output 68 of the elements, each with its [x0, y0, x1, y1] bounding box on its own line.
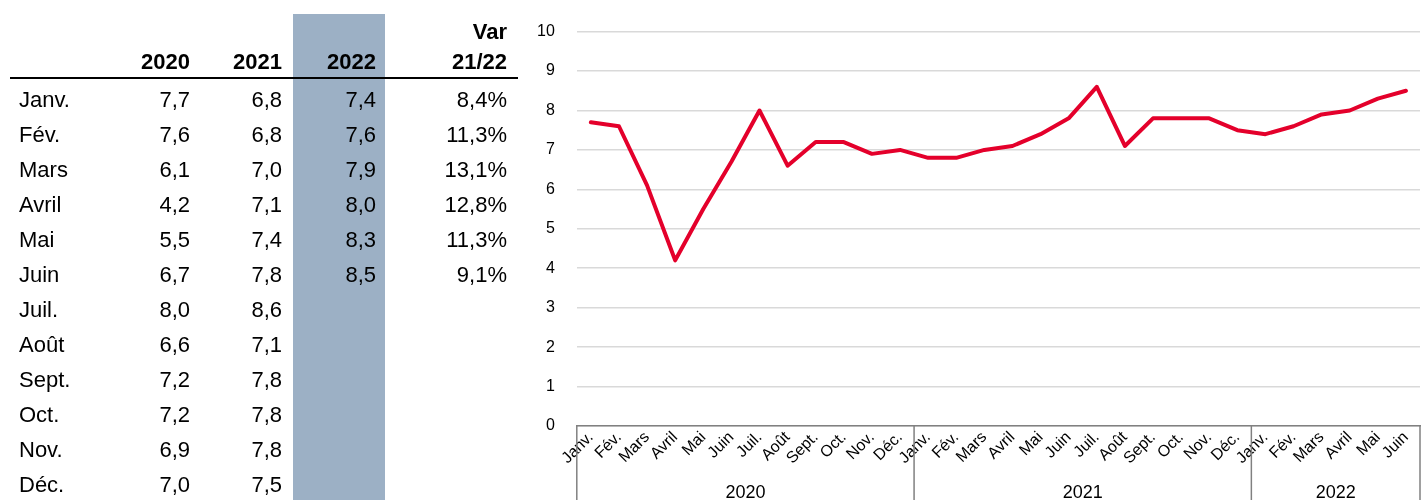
y-tick-label: 3 [545, 298, 555, 316]
data-label: 7,7 [159, 86, 190, 114]
data-label: 11,3% [446, 226, 507, 254]
data-label: 7,0 [251, 156, 282, 184]
category-label: Août [19, 331, 65, 359]
data-label: 8,5 [345, 261, 376, 289]
data-label: 7,8 [251, 401, 282, 429]
y-tick-label: 5 [545, 219, 555, 237]
data-label: 7,8 [251, 261, 282, 289]
data-label: 7,9 [345, 156, 376, 184]
data-label: 6,1 [159, 156, 190, 184]
category-label: Avril [19, 191, 62, 219]
data-label: 12,8% [444, 191, 507, 219]
category-label: Sept. [19, 366, 71, 394]
text: 2021 [1062, 482, 1103, 500]
data-label: 6,6 [159, 331, 190, 359]
category-label: Oct. [19, 401, 60, 429]
x-tick-label: Mai [678, 428, 709, 459]
data-label: 7,5 [251, 471, 282, 499]
data-label: 8,0 [159, 296, 190, 324]
data-label: 7,0 [159, 471, 190, 499]
data-label: 6,9 [159, 436, 190, 464]
data-label: 7,6 [345, 121, 376, 149]
text: 2022 [1315, 482, 1356, 500]
text: 2020 [725, 482, 766, 500]
series-label: 2022 [326, 48, 376, 76]
y-tick-label: 0 [545, 416, 555, 434]
category-label: Juin [19, 261, 60, 289]
data-label: 8,6 [251, 296, 282, 324]
y-tick-label: 1 [545, 376, 555, 394]
data-label: 7,6 [159, 121, 190, 149]
y-tick-label: 10 [537, 22, 555, 40]
category-label: Déc. [19, 471, 65, 499]
category-label: Mars [19, 156, 68, 184]
y-tick-label: 8 [545, 100, 555, 118]
data-label: 7,8 [251, 366, 282, 394]
data-label: 5,5 [159, 226, 190, 254]
x-tick-label: Mai [1015, 428, 1046, 459]
text: Var 21/22 [450, 18, 507, 76]
y-tick-label: 7 [545, 140, 555, 158]
data-label: 8,0 [345, 191, 376, 219]
data-label: 13,1% [444, 156, 507, 184]
text: 2020 [140, 48, 190, 76]
data-label: 6,7 [159, 261, 190, 289]
data-label: 11,3% [446, 121, 507, 149]
category-label: Mai [19, 226, 55, 254]
category-label: Fév. [19, 121, 61, 149]
data-label: 7,8 [251, 436, 282, 464]
y-tick-label: 6 [545, 179, 555, 197]
data-label: 9,1% [456, 261, 507, 289]
data-label: 7,2 [159, 401, 190, 429]
data-label: 4,2 [159, 191, 190, 219]
category-label: Juil. [19, 296, 59, 324]
x-tick-label: Mai [1352, 428, 1384, 459]
data-label: 7,1 [251, 191, 282, 219]
data-label: 7,1 [251, 331, 282, 359]
y-tick-label: 9 [545, 61, 555, 79]
data-label: 8,3 [345, 226, 376, 254]
text: 2021 [232, 48, 282, 76]
y-tick-label: 4 [545, 258, 555, 276]
data-label: 8,4% [456, 86, 507, 114]
data-label: 6,8 [251, 121, 282, 149]
data-label: 7,2 [159, 366, 190, 394]
y-tick-label: 2 [545, 337, 555, 355]
data-label: 7,4 [345, 86, 376, 114]
data-label: 6,8 [251, 86, 282, 114]
data-label: 7,4 [251, 226, 282, 254]
category-label: Janv. [19, 86, 70, 114]
